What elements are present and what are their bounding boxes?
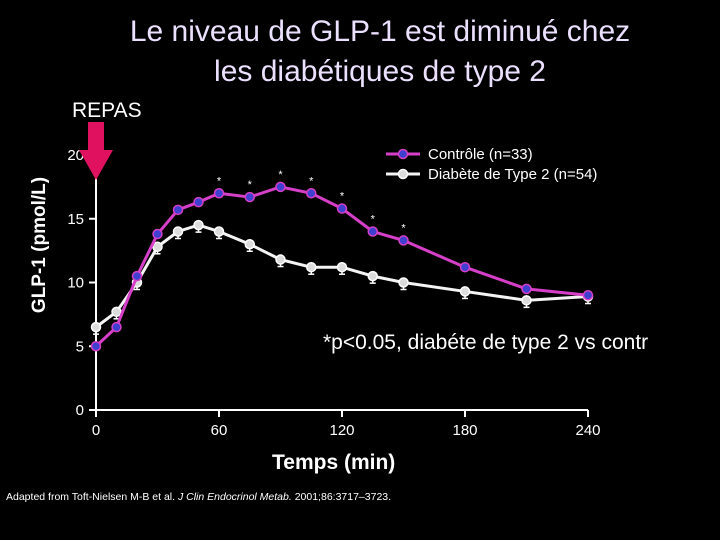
chart-title-line1: Le niveau de GLP-1 est diminué chez (129, 15, 631, 48)
significance-star: * (278, 169, 283, 181)
data-point-control (244, 191, 255, 203)
data-point-diabetes (459, 286, 471, 297)
x-axis-label: Temps (min) (272, 451, 396, 474)
data-point-diabetes (152, 241, 163, 253)
significance-star: * (401, 222, 406, 234)
y-tick-label: 20 (67, 147, 84, 164)
significance-star: * (248, 179, 253, 191)
y-tick-label: 15 (67, 211, 84, 228)
x-tick-label: 0 (92, 422, 100, 439)
meal-arrow-head (79, 150, 113, 180)
legend-swatch-control (386, 148, 420, 160)
significance-note: *p<0.05, diabéte de type 2 vs contr (323, 331, 649, 354)
data-point-control (398, 235, 409, 246)
x-tick-label: 180 (452, 422, 477, 439)
data-point-control (459, 261, 471, 273)
y-tick-label: 5 (76, 338, 84, 355)
x-tick-label: 60 (211, 422, 228, 439)
data-point-control (172, 204, 184, 216)
significance-star: * (309, 175, 314, 187)
legend-swatch-diabetes (386, 168, 420, 180)
series-line-control (94, 185, 589, 348)
data-point-control (193, 196, 204, 208)
meal-arrow-shaft (88, 122, 104, 152)
x-tick-label: 240 (575, 422, 600, 439)
data-point-diabetes (367, 270, 378, 282)
significance-star: * (371, 214, 376, 226)
data-point-control (275, 181, 286, 193)
meal-label: REPAS (72, 99, 142, 122)
source-journal: J Clin Endocrinol Metab. (177, 491, 292, 503)
y-tick-label: 10 (67, 275, 84, 292)
data-point-diabetes (336, 261, 348, 273)
data-point-diabetes (213, 226, 225, 237)
source-citation: Adapted from Toft-Nielsen M-B et al. J C… (6, 491, 391, 503)
data-point-diabetes (90, 321, 102, 333)
legend: Contrôle (n=33) Diabète de Type 2 (n=54) (384, 144, 597, 184)
data-point-control (111, 321, 122, 333)
data-point-control (152, 228, 163, 240)
data-point-control (582, 290, 594, 301)
data-point-control (336, 203, 348, 214)
legend-label-diabetes: Diabète de Type 2 (n=54) (428, 165, 598, 183)
data-point-control (213, 188, 225, 199)
y-tick-label: 0 (76, 402, 84, 419)
data-point-control (90, 341, 102, 352)
source-suffix: 2001;86:3717–3723. (291, 491, 392, 503)
data-point-diabetes (111, 306, 122, 318)
data-point-diabetes (306, 261, 317, 273)
legend-item-control: Contrôle (n=33) (384, 144, 597, 164)
significance-star: * (340, 191, 345, 203)
data-point-control (367, 226, 378, 237)
data-point-control (131, 270, 143, 282)
data-point-diabetes (275, 254, 286, 265)
data-point-diabetes (398, 277, 409, 288)
significance-star: * (217, 175, 222, 187)
data-point-control (306, 188, 317, 199)
data-point-control (521, 283, 532, 295)
x-tick-label: 120 (329, 422, 354, 439)
legend-label-control: Contrôle (n=33) (428, 145, 533, 163)
data-point-diabetes (244, 239, 255, 250)
chart-title-line2: les diabétiques de type 2 (214, 55, 546, 88)
legend-item-diabetes: Diabète de Type 2 (n=54) (384, 164, 597, 184)
source-prefix: Adapted from Toft-Nielsen M-B et al. (6, 491, 178, 503)
data-point-diabetes (521, 295, 532, 306)
series-line-diabetes (95, 223, 589, 329)
data-point-diabetes (193, 219, 204, 231)
data-point-diabetes (172, 226, 184, 237)
